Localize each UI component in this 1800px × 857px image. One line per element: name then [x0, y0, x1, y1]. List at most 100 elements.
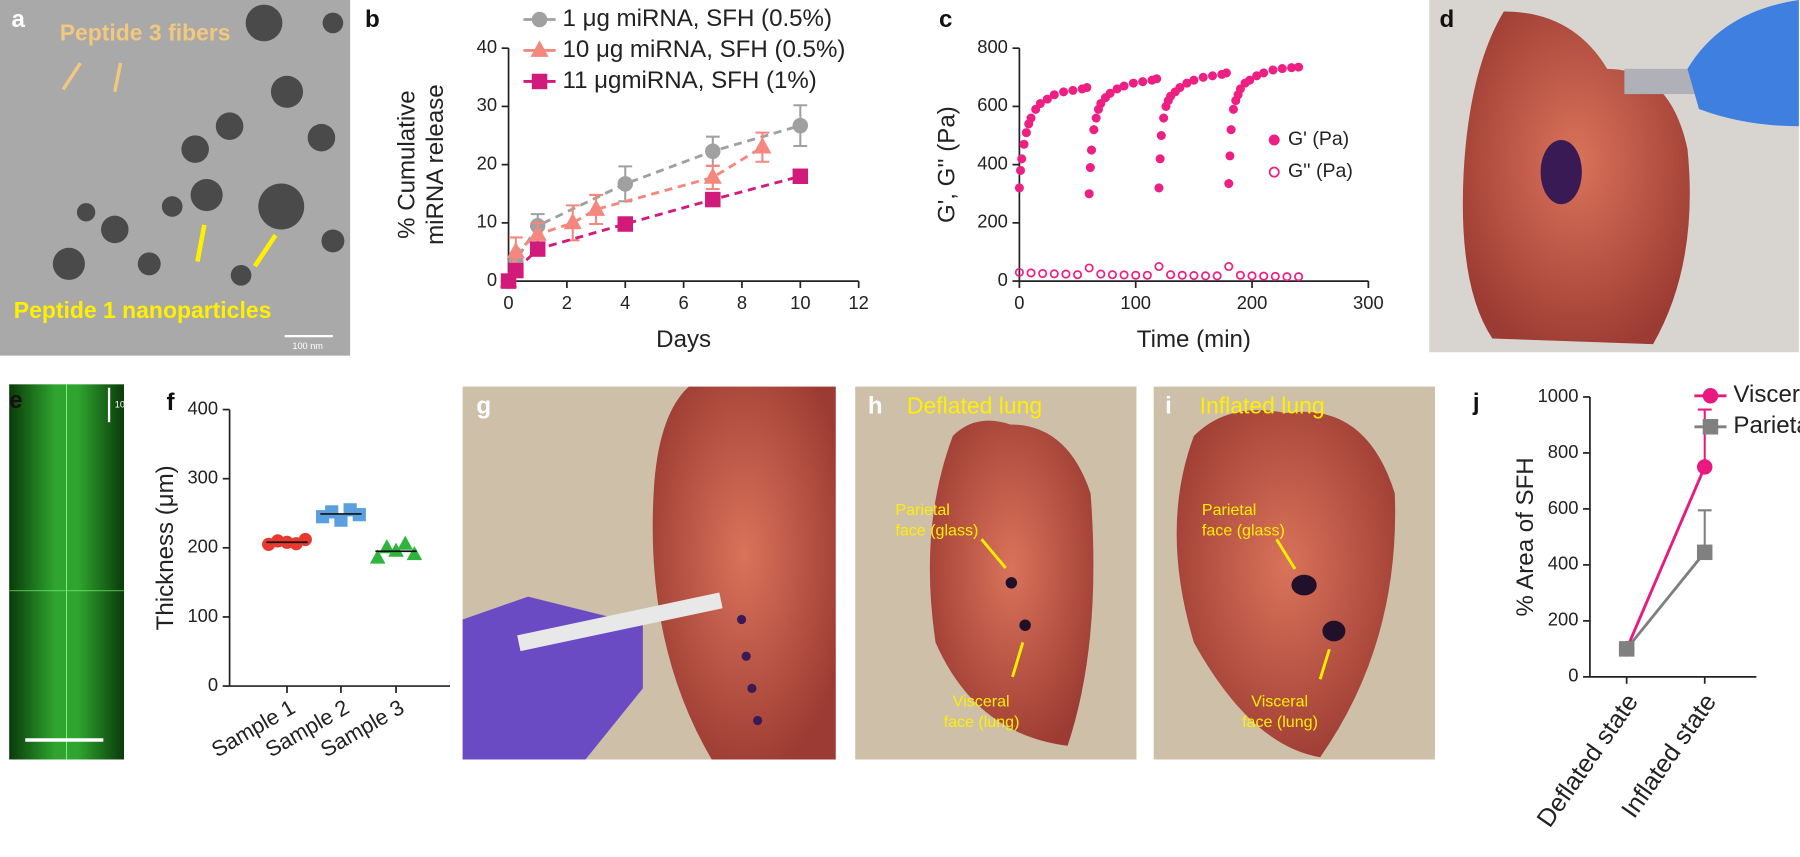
y-tick-label: 100 — [187, 605, 218, 626]
marker — [529, 241, 546, 257]
y-tick-label: 30 — [477, 94, 497, 115]
marker — [1152, 74, 1162, 84]
y-axis-label: % Cumulative — [393, 90, 420, 239]
series-line — [1625, 551, 1706, 650]
marker — [1017, 154, 1027, 164]
panel-letter: a — [11, 6, 25, 33]
marker — [379, 539, 395, 554]
marker — [1198, 72, 1208, 82]
series-line — [1625, 466, 1707, 650]
marker — [792, 168, 809, 185]
panel-letter: d — [1440, 6, 1455, 33]
marker — [531, 11, 548, 28]
legend-label: Parietal face — [1733, 412, 1800, 439]
y-tick-label: 800 — [977, 36, 1008, 57]
marker — [1107, 270, 1117, 280]
y-tick-label: 10 — [477, 211, 497, 232]
legend-label: G' (Pa) — [1288, 128, 1349, 150]
image-label: face (lung) — [944, 713, 1020, 731]
x-tick-label: 300 — [1353, 292, 1384, 313]
image-label: Peptide 1 nanoparticles — [14, 297, 272, 323]
marker — [1086, 145, 1097, 155]
marker — [1049, 90, 1059, 100]
marker — [1073, 270, 1083, 280]
legend-label: 10 μg miRNA, SFH (0.5%) — [563, 36, 846, 63]
marker — [703, 167, 722, 184]
marker — [1247, 271, 1257, 281]
marker — [1131, 270, 1141, 280]
marker — [397, 535, 413, 550]
marker — [1154, 261, 1164, 272]
marker — [1245, 75, 1255, 85]
marker — [1189, 271, 1199, 281]
marker — [1089, 125, 1099, 135]
panel-i-image — [1153, 386, 1435, 760]
image-label: Peptide 3 fibers — [60, 19, 231, 45]
marker — [1128, 78, 1138, 88]
marker — [531, 73, 548, 90]
panel-e-image — [9, 384, 124, 760]
marker — [1026, 113, 1036, 123]
x-tick-label: 0 — [503, 292, 513, 313]
y-tick-label: 0 — [487, 269, 497, 290]
marker — [1259, 271, 1269, 281]
x-tick-label: 200 — [1237, 292, 1268, 313]
y-tick-label: 0 — [208, 674, 218, 695]
marker — [1212, 271, 1222, 281]
scale-label: 100 μm — [115, 399, 146, 409]
marker — [388, 542, 404, 557]
series-line — [507, 174, 801, 282]
y-tick-label: 400 — [977, 152, 1008, 173]
legend-label: Visceral face — [1733, 381, 1800, 408]
y-tick-label: 200 — [977, 211, 1008, 232]
y-tick-label: 40 — [477, 36, 497, 57]
marker — [1225, 151, 1235, 161]
marker — [1138, 77, 1148, 87]
marker — [1228, 104, 1238, 114]
y-tick-label: 300 — [187, 467, 218, 488]
marker — [1166, 270, 1176, 280]
marker — [1021, 128, 1031, 138]
y-axis-label: Thickness (μm) — [152, 465, 179, 630]
y-tick-label: 400 — [187, 397, 218, 418]
image-label: Parietal — [1202, 501, 1256, 519]
marker — [1082, 82, 1092, 93]
image-title: Deflated lung — [907, 392, 1042, 418]
legend-label: 1 μg miRNA, SFH (0.5%) — [563, 5, 833, 32]
marker — [1142, 270, 1152, 280]
marker — [1268, 166, 1280, 178]
marker — [1156, 130, 1166, 141]
marker — [1119, 81, 1129, 91]
marker — [1159, 113, 1169, 123]
marker — [1221, 68, 1231, 78]
panel-letter: h — [868, 393, 883, 420]
error-bar — [1697, 408, 1712, 467]
x-axis-label: Time (min) — [1137, 326, 1251, 353]
y-tick-label: 600 — [1548, 497, 1579, 518]
y-tick-label: 600 — [977, 94, 1008, 115]
marker — [1096, 98, 1106, 109]
marker — [1282, 272, 1292, 282]
marker — [1259, 68, 1269, 78]
panel-letter: i — [1165, 393, 1172, 420]
y-tick-label: 0 — [998, 269, 1008, 290]
marker — [1294, 62, 1304, 72]
marker — [1096, 269, 1106, 279]
marker — [298, 532, 312, 547]
y-axis-label: % Area of SFH — [1512, 457, 1539, 616]
x-tick-label: 6 — [678, 292, 688, 313]
marker — [1224, 179, 1234, 189]
marker — [1091, 113, 1101, 123]
panel-letter: j — [1472, 389, 1480, 416]
marker — [1085, 163, 1095, 173]
y-tick-label: 0 — [1568, 665, 1578, 686]
marker — [1268, 65, 1278, 75]
marker — [1277, 64, 1287, 74]
x-axis-label: Days — [656, 326, 711, 353]
marker — [1119, 270, 1129, 280]
marker — [1235, 270, 1245, 280]
marker — [753, 137, 772, 154]
y-axis-label: G', G'' (Pa) — [934, 106, 961, 223]
